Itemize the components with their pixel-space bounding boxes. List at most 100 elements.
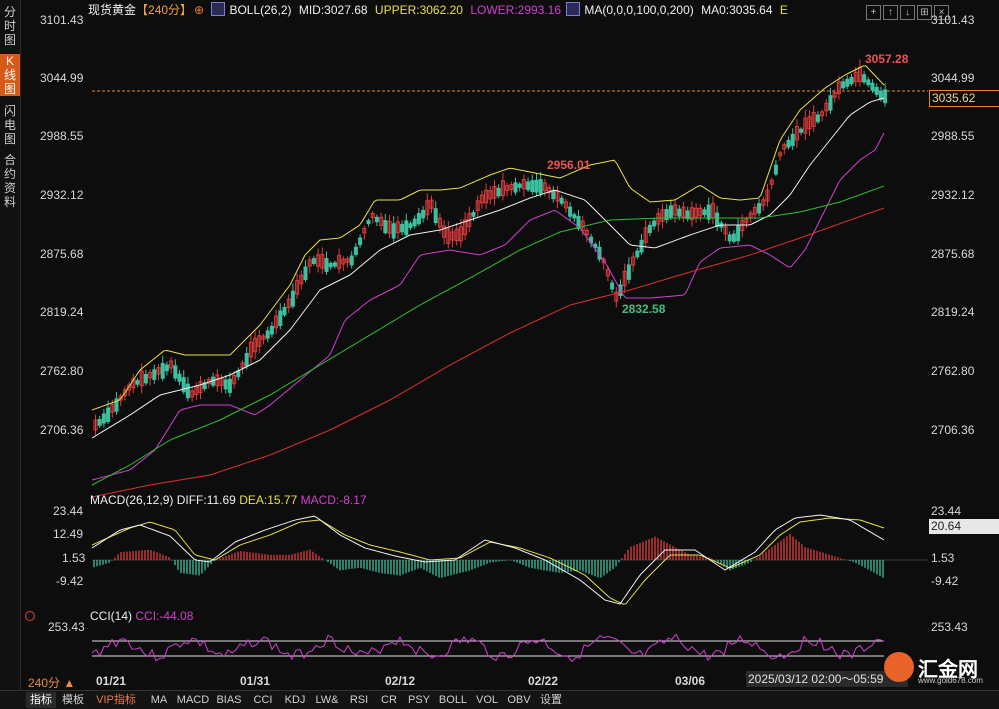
cci-axis-right: 253.43 bbox=[931, 620, 968, 634]
gold678-logo: 汇金网 www.gold678.com bbox=[884, 650, 999, 688]
candle-body bbox=[782, 144, 787, 150]
candle-body bbox=[517, 183, 522, 188]
tab-timeshare[interactable]: 分时图 bbox=[3, 5, 16, 47]
boll-settings-icon[interactable] bbox=[211, 2, 226, 16]
bottom-tab-[interactable]: 指标 bbox=[26, 692, 56, 708]
candle-body bbox=[509, 184, 514, 191]
candle-body bbox=[341, 258, 346, 265]
candle-body bbox=[698, 207, 703, 217]
candle-body bbox=[198, 381, 203, 394]
candle-body bbox=[425, 200, 430, 216]
ma0-value: MA0:3035.64 bbox=[701, 3, 773, 17]
candle-body bbox=[286, 298, 291, 309]
candle-body bbox=[164, 364, 169, 372]
candle-body bbox=[622, 270, 627, 287]
period-selector[interactable]: 240分 ▲ bbox=[28, 676, 76, 690]
macd-dea: DEA:15.77 bbox=[239, 493, 298, 507]
ma-edit-button[interactable]: E bbox=[779, 3, 788, 17]
candle-body bbox=[412, 218, 417, 227]
candle-body bbox=[328, 262, 333, 268]
bottom-tab-cr[interactable]: CR bbox=[381, 694, 397, 706]
bottom-tab-[interactable]: 模板 bbox=[62, 694, 84, 706]
candle-body bbox=[332, 262, 337, 267]
close-icon[interactable]: × bbox=[934, 5, 949, 20]
bottom-tab-cci[interactable]: CCI bbox=[253, 694, 273, 706]
candle-body bbox=[173, 365, 178, 379]
main-axis-label-right: 3101.43 bbox=[931, 13, 975, 27]
candle-body bbox=[496, 187, 501, 197]
candle-body bbox=[799, 128, 804, 133]
candle-body bbox=[416, 213, 421, 225]
main-axis-label-right: 2706.36 bbox=[931, 423, 975, 437]
candle-body bbox=[807, 116, 812, 130]
cci-line bbox=[91, 633, 885, 663]
bottom-tab-bias[interactable]: BIAS bbox=[216, 694, 242, 706]
candle-body bbox=[227, 378, 232, 393]
candle-body bbox=[232, 374, 237, 385]
candle-body bbox=[551, 190, 556, 200]
macd-diff: DIFF:11.69 bbox=[176, 493, 236, 507]
bottom-tab-kdj[interactable]: KDJ bbox=[284, 694, 306, 706]
candle-body bbox=[790, 133, 795, 146]
candle-body bbox=[626, 264, 631, 280]
main-axis-label-left: 2762.80 bbox=[40, 364, 84, 378]
bottom-tab-[interactable]: 设置 bbox=[540, 694, 562, 706]
bottom-tab-obv[interactable]: OBV bbox=[507, 694, 531, 706]
candle-body bbox=[681, 206, 686, 218]
candle-body bbox=[442, 225, 447, 238]
tab-flash[interactable]: 闪电图 bbox=[3, 104, 16, 146]
period-label[interactable]: 【240分】 bbox=[136, 3, 193, 17]
bottom-tab-vol[interactable]: VOL bbox=[475, 694, 498, 706]
ma-settings-icon[interactable] bbox=[566, 2, 581, 16]
candle-body bbox=[664, 209, 669, 221]
fit-screen-icon[interactable]: ⊞ bbox=[917, 5, 932, 20]
candle-body bbox=[757, 203, 762, 214]
candle-body bbox=[433, 208, 438, 224]
indicator-settings-icon[interactable] bbox=[25, 611, 35, 621]
candle-body bbox=[337, 254, 342, 269]
candle-body bbox=[324, 258, 329, 273]
date-label: 01/31 bbox=[240, 674, 271, 688]
main-axis-label-right: 3044.99 bbox=[931, 71, 975, 85]
zoom-in-icon[interactable]: ↑ bbox=[883, 5, 898, 20]
bottom-tab-psy[interactable]: PSY bbox=[407, 694, 430, 706]
bottom-tab-boll[interactable]: BOLL bbox=[438, 694, 468, 706]
crosshair-icon[interactable]: + bbox=[866, 5, 881, 20]
bottom-tab-rsi[interactable]: RSI bbox=[349, 694, 369, 706]
candle-body bbox=[101, 413, 106, 424]
candle-body bbox=[97, 418, 102, 426]
candle-body bbox=[358, 237, 363, 246]
tab-contract[interactable]: 合约资料 bbox=[3, 153, 16, 209]
macd-diff-line bbox=[91, 514, 885, 605]
candle-body bbox=[295, 280, 300, 295]
candle-body bbox=[349, 255, 354, 266]
annotation-low: 2832.58 bbox=[622, 302, 666, 316]
candle-body bbox=[836, 81, 841, 94]
candle-body bbox=[601, 258, 606, 264]
boll-label: BOLL(26,2) bbox=[229, 3, 292, 17]
candle-body bbox=[572, 214, 577, 219]
candle-body bbox=[849, 77, 854, 85]
candle-body bbox=[122, 389, 127, 397]
candle-body bbox=[689, 207, 694, 221]
bottom-tab-vip[interactable]: VIP指标 bbox=[96, 694, 136, 706]
candle-body bbox=[353, 246, 358, 255]
zoom-out-icon[interactable]: ↓ bbox=[900, 5, 915, 20]
bottom-tab-macd[interactable]: MACD bbox=[176, 694, 210, 706]
candle-body bbox=[383, 220, 388, 234]
candle-body bbox=[773, 164, 778, 175]
candle-body bbox=[656, 213, 661, 225]
add-icon[interactable]: ⊕ bbox=[194, 3, 205, 17]
candle-body bbox=[400, 223, 405, 233]
bottom-tab-lw[interactable]: LW& bbox=[315, 694, 339, 706]
candle-body bbox=[320, 254, 325, 269]
candle-body bbox=[706, 204, 711, 220]
bottom-tab-ma[interactable]: MA bbox=[150, 694, 168, 706]
logo-url: www.gold678.com bbox=[918, 676, 983, 685]
candle-body bbox=[841, 81, 846, 89]
candle-body bbox=[731, 233, 736, 242]
candle-body bbox=[450, 231, 455, 241]
main-axis-label-right: 2875.68 bbox=[931, 247, 975, 261]
